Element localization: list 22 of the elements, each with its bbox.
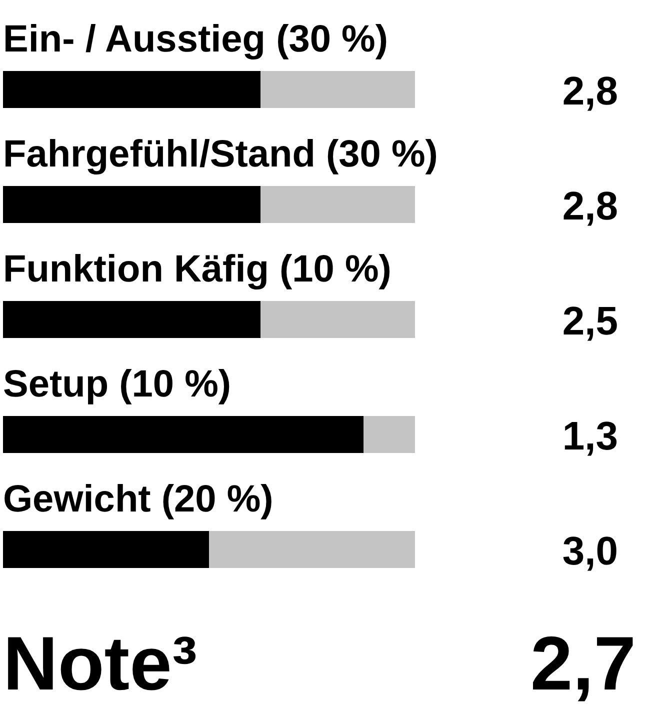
text: 2,8 bbox=[562, 70, 618, 114]
text: 2,7 bbox=[530, 622, 636, 706]
bar bbox=[260, 186, 415, 223]
bar bbox=[3, 186, 260, 223]
y-tick-label: Ein- / Ausstieg (30 %) bbox=[3, 18, 388, 60]
bar bbox=[364, 416, 415, 453]
text: Note³ bbox=[3, 622, 198, 706]
y-tick-label: Setup (10 %) bbox=[3, 364, 232, 406]
y-tick-label: Fahrgefühl/Stand (30 %) bbox=[3, 134, 438, 176]
y-tick-label: Funktion Käfig (10 %) bbox=[3, 248, 392, 290]
bar bbox=[3, 71, 260, 108]
bar bbox=[260, 301, 415, 338]
text: 2,8 bbox=[562, 184, 618, 228]
bar bbox=[209, 531, 415, 568]
bar bbox=[260, 71, 415, 108]
y-tick-label: Gewicht (20 %) bbox=[3, 478, 274, 520]
bar bbox=[3, 531, 209, 568]
bar bbox=[3, 416, 364, 453]
text: 3,0 bbox=[562, 530, 618, 574]
text: 1,3 bbox=[562, 414, 618, 458]
text: 2,5 bbox=[562, 300, 618, 344]
bar bbox=[3, 301, 260, 338]
